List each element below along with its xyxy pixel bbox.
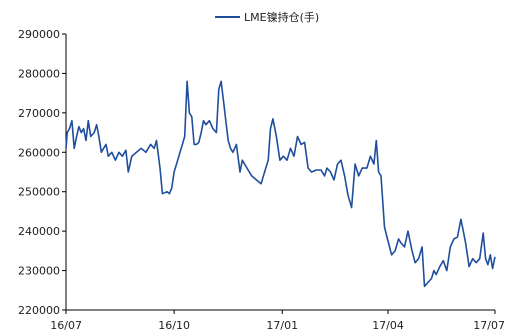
- x-tick-label: 17/04: [372, 319, 404, 332]
- legend: LME镍持仓(手): [215, 10, 319, 24]
- y-tick-label: 250000: [18, 186, 60, 199]
- x-ticks: 16/07 16/10 17/01 17/04 17/07: [50, 310, 505, 332]
- y-tick-label: 270000: [18, 107, 60, 120]
- x-tick-label: 16/07: [50, 319, 82, 332]
- y-tick-label: 220000: [18, 304, 60, 317]
- y-tick-label: 240000: [18, 225, 60, 238]
- legend-label: LME镍持仓(手): [244, 10, 319, 24]
- x-tick-label: 17/07: [473, 319, 505, 332]
- series-group: [65, 80, 496, 288]
- x-tick-label: 17/01: [266, 319, 298, 332]
- y-tick-label: 260000: [18, 146, 60, 159]
- series-line: [65, 80, 496, 288]
- x-tick-label: 16/10: [158, 319, 190, 332]
- y-tick-label: 280000: [18, 67, 60, 80]
- y-ticks: 220000 230000 240000 250000 260000 270000 2800…: [18, 28, 66, 317]
- y-tick-label: 290000: [18, 28, 60, 41]
- y-tick-label: 230000: [18, 265, 60, 278]
